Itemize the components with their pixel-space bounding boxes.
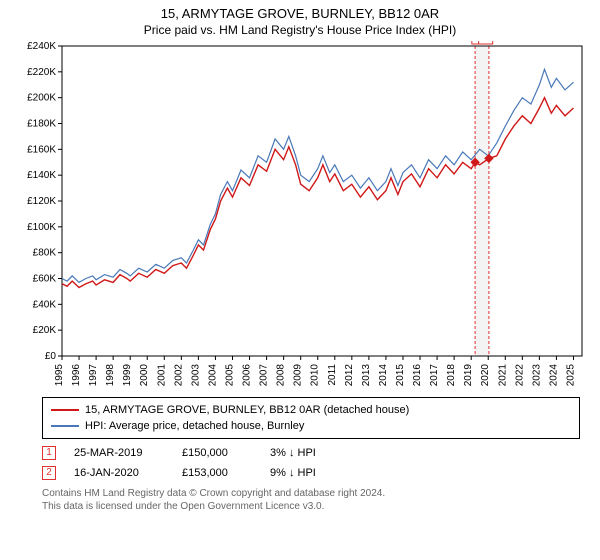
svg-text:£240K: £240K [27, 41, 56, 52]
svg-text:2025: 2025 [565, 364, 576, 387]
svg-text:2012: 2012 [344, 364, 355, 387]
svg-text:£100K: £100K [27, 222, 56, 233]
legend-item-series2: HPI: Average price, detached house, Burn… [51, 418, 571, 434]
sale-price: £150,000 [182, 443, 252, 463]
sale-change: 9% ↓ HPI [270, 463, 370, 483]
svg-text:2000: 2000 [139, 364, 150, 387]
svg-text:2017: 2017 [429, 364, 440, 387]
sale-marker-2: 2 [42, 466, 56, 480]
legend-swatch-2 [51, 425, 79, 427]
table-row: 1 25-MAR-2019 £150,000 3% ↓ HPI [42, 443, 580, 463]
sales-table: 1 25-MAR-2019 £150,000 3% ↓ HPI 2 16-JAN… [42, 443, 580, 483]
sale-marker-1: 1 [42, 446, 56, 460]
svg-text:2004: 2004 [207, 364, 218, 387]
svg-text:£80K: £80K [33, 248, 57, 259]
svg-text:2009: 2009 [293, 364, 304, 387]
svg-text:2002: 2002 [173, 364, 184, 387]
svg-text:2014: 2014 [378, 364, 389, 387]
svg-text:1996: 1996 [71, 364, 82, 387]
table-row: 2 16-JAN-2020 £153,000 9% ↓ HPI [42, 463, 580, 483]
svg-text:2022: 2022 [514, 364, 525, 387]
svg-text:2023: 2023 [531, 364, 542, 387]
sale-date: 16-JAN-2020 [74, 463, 164, 483]
svg-text:£20K: £20K [33, 325, 57, 336]
svg-text:£60K: £60K [33, 274, 57, 285]
svg-text:2001: 2001 [156, 364, 167, 387]
svg-text:2021: 2021 [497, 364, 508, 387]
svg-text:2005: 2005 [224, 364, 235, 387]
svg-text:£220K: £220K [27, 67, 56, 78]
svg-text:2015: 2015 [395, 364, 406, 387]
footer-attribution: Contains HM Land Registry data © Crown c… [42, 487, 580, 513]
sale-change: 3% ↓ HPI [270, 443, 370, 463]
svg-text:2018: 2018 [446, 364, 457, 387]
svg-text:2003: 2003 [190, 364, 201, 387]
svg-text:1999: 1999 [122, 364, 133, 387]
svg-text:2010: 2010 [310, 364, 321, 387]
svg-text:2008: 2008 [276, 364, 287, 387]
chart-title: 15, ARMYTAGE GROVE, BURNLEY, BB12 0AR [0, 0, 600, 21]
svg-text:2006: 2006 [242, 364, 253, 387]
svg-text:2024: 2024 [548, 364, 559, 387]
sale-date: 25-MAR-2019 [74, 443, 164, 463]
svg-text:2019: 2019 [463, 364, 474, 387]
svg-text:2020: 2020 [480, 364, 491, 387]
svg-text:1997: 1997 [88, 364, 99, 387]
svg-text:£40K: £40K [33, 299, 57, 310]
svg-text:1998: 1998 [105, 364, 116, 387]
chart-subtitle: Price paid vs. HM Land Registry's House … [0, 21, 600, 41]
line-chart: £0 £20K £40K £60K £80K £100K £120K £140K £160K £1… [20, 41, 590, 411]
svg-text:2016: 2016 [412, 364, 423, 387]
svg-text:£120K: £120K [27, 196, 56, 207]
svg-text:£180K: £180K [27, 119, 56, 130]
svg-text:£140K: £140K [27, 170, 56, 181]
svg-text:2013: 2013 [361, 364, 372, 387]
sale-price: £153,000 [182, 463, 252, 483]
svg-text:£160K: £160K [27, 144, 56, 155]
svg-text:£200K: £200K [27, 93, 56, 104]
svg-text:1995: 1995 [54, 364, 65, 387]
svg-text:2011: 2011 [327, 364, 338, 386]
svg-text:2: 2 [483, 41, 489, 44]
svg-text:£0: £0 [45, 351, 57, 362]
legend-label-2: HPI: Average price, detached house, Burn… [85, 418, 304, 434]
svg-text:2007: 2007 [259, 364, 270, 387]
chart-area: £0 £20K £40K £60K £80K £100K £120K £140K £160K £1… [20, 41, 590, 391]
